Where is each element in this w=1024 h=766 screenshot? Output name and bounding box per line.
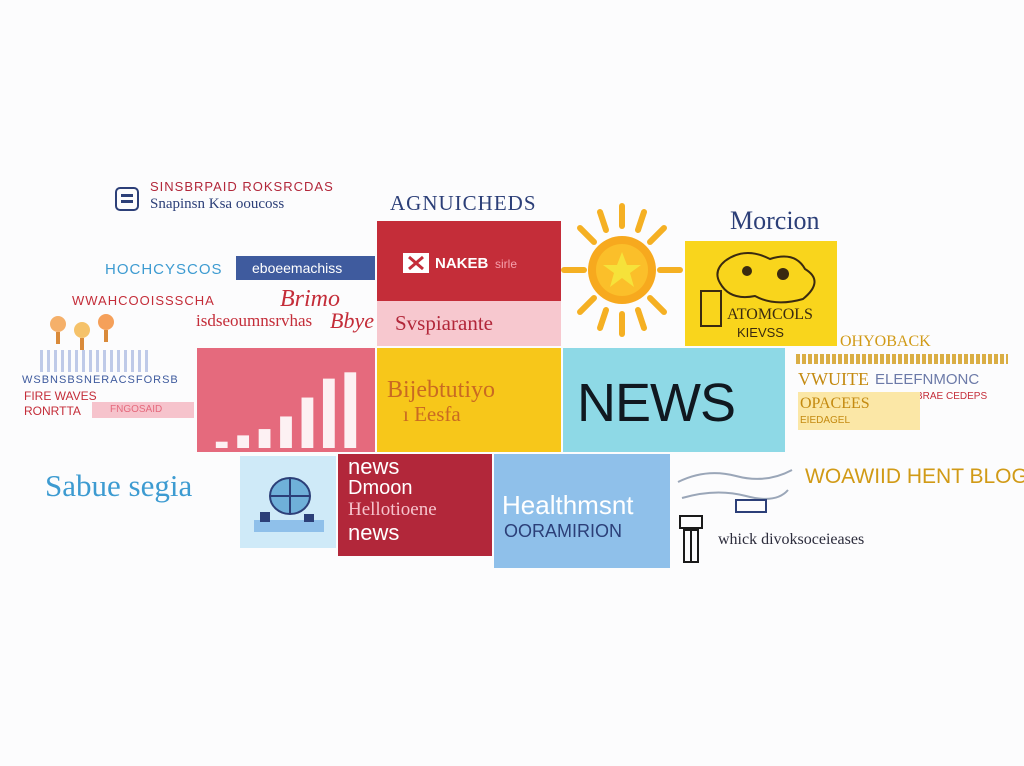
crimson-line-3: Hellotioene	[348, 499, 437, 520]
bar-1	[215, 441, 228, 448]
bar-5	[301, 397, 314, 448]
red-tile-caption: Svspiarante	[395, 311, 493, 335]
health-line-1: Healthmsnt	[502, 490, 634, 520]
naked-tile-header: NAKEB sirle	[377, 221, 561, 301]
script-line-1: Brimo	[280, 286, 340, 312]
health-line-2: OORAMIRION	[504, 521, 623, 541]
pink-line-2: isdseoumnsrvhas	[196, 311, 313, 330]
crimson-line-4: news	[348, 520, 400, 545]
left-red-line-1: FIRE WAVES	[24, 389, 97, 403]
right-line-1: OHYOBACK	[840, 333, 931, 350]
sabue-label: Sabue segia	[45, 468, 193, 503]
left-pink-tag: FNGOSAID	[110, 404, 163, 415]
left-pink-strip: FNGOSAID	[92, 402, 194, 418]
right-line-5: ELEEFNMONC	[875, 371, 980, 388]
right-line-7: EIEDAGEL	[800, 415, 851, 426]
news-tile: NEWS	[563, 348, 785, 452]
blue-banner: eboeemachiss	[236, 256, 375, 280]
naked-sub: sirle	[495, 257, 518, 271]
bar-3	[258, 429, 271, 448]
right-yellow-box: OPACEES EIEDAGEL	[798, 392, 920, 430]
blog-label: WOAWIID HENT BLOG	[805, 465, 1024, 488]
script-line-2: Bbye	[330, 308, 374, 333]
hoch-label: HOCHCYSCOS	[105, 261, 223, 278]
bar-chart-tile	[197, 348, 375, 452]
globe-icon	[254, 477, 324, 532]
right-bar-graphic	[796, 354, 1008, 364]
naked-label: NAKEB	[435, 255, 489, 272]
top-left-line-2: Snapinsn Ksa ooucoss	[150, 196, 285, 212]
bar-2	[237, 435, 250, 448]
news-label: NEWS	[577, 373, 736, 433]
bar-6	[322, 378, 335, 448]
right-line-3: VWUITE	[798, 369, 869, 389]
crimson-news-tile: news Dmoon Hellotioene news	[338, 454, 492, 556]
comic-tile: ATOMCOLS KIEVSS	[685, 241, 837, 346]
naked-tile: NAKEB sirle Svspiarante	[377, 221, 561, 346]
health-tile: Healthmsnt OORAMIRION	[494, 454, 670, 568]
whick-label: whick divoksoceieases	[718, 531, 865, 548]
comic-line-1: ATOMCOLS	[727, 306, 813, 323]
top-left-badge-icon	[113, 185, 141, 213]
yellow-line-2: ı Eesfa	[403, 402, 461, 426]
left-blue-line: WSBNSBSNERACSFORSB	[22, 374, 179, 386]
top-right-title: Morcion	[730, 206, 820, 235]
flag-icon	[403, 253, 429, 273]
right-line-6: BRAE CEDEPS	[916, 391, 988, 402]
yellow-tile: Bijebtutiyo ı Eesfa	[377, 348, 561, 452]
pink-line-1: WWAHCOOISSSCHA	[72, 293, 215, 308]
comic-line-2: KIEVSS	[737, 325, 784, 340]
tower-icon	[676, 514, 706, 564]
mini-grid-graphic	[40, 350, 150, 372]
bar-4	[280, 416, 292, 448]
bar-chart	[215, 372, 357, 448]
crimson-line-1: news	[348, 454, 400, 479]
left-red-line-2: RONRTTA	[24, 404, 81, 418]
comic-face-graphic	[700, 252, 816, 327]
bar-7	[344, 372, 357, 448]
right-line-4: OPACEES	[800, 395, 870, 412]
yellow-line-1: Bijebtutiyo	[387, 377, 495, 403]
globe-tile	[240, 456, 336, 548]
top-left-line-1: SINSBRPAID ROKSRCDAS	[150, 179, 334, 194]
lightbulb-icons	[44, 312, 124, 352]
crimson-line-2: Dmoon	[348, 477, 413, 499]
sun-icon	[560, 200, 684, 340]
banner-label: eboeemachiss	[252, 260, 343, 276]
top-mid-title: AGNUICHEDS	[390, 191, 537, 215]
sketch-graphic	[676, 462, 794, 520]
